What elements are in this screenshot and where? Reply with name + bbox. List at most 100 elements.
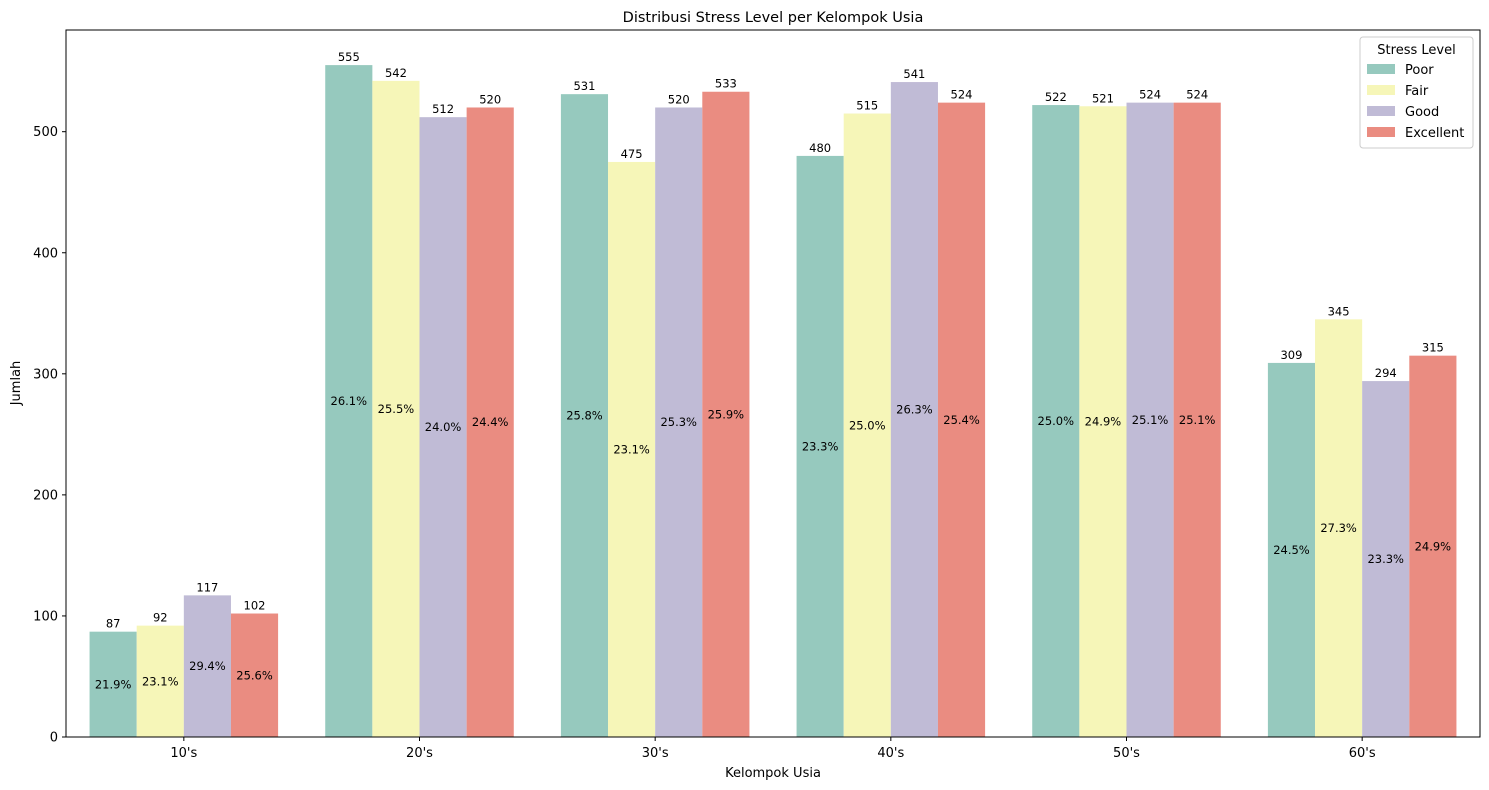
bar-good bbox=[419, 117, 467, 738]
bar-value-label: 521 bbox=[1092, 91, 1114, 105]
bar-percent-label: 25.3% bbox=[660, 415, 697, 429]
bar-poor bbox=[560, 94, 609, 738]
bar-poor bbox=[89, 631, 137, 737]
bar-percent-label: 24.9% bbox=[1085, 415, 1122, 429]
y-tick-label: 400 bbox=[33, 246, 58, 261]
bar-poor bbox=[796, 155, 844, 737]
bar-value-label: 541 bbox=[903, 67, 925, 81]
bar-percent-label: 25.1% bbox=[1179, 413, 1216, 427]
bar-value-label: 531 bbox=[573, 79, 595, 93]
chart-title: Distribusi Stress Level per Kelompok Usi… bbox=[623, 10, 924, 26]
bar-percent-label: 21.9% bbox=[95, 677, 132, 691]
bar-good bbox=[890, 82, 938, 737]
bar-percent-label: 25.1% bbox=[1132, 413, 1169, 427]
bar-value-label: 475 bbox=[621, 147, 643, 161]
bar-value-label: 520 bbox=[668, 92, 690, 106]
bar-value-label: 315 bbox=[1422, 341, 1444, 355]
x-tick-label: 60's bbox=[1349, 746, 1376, 761]
bar-percent-label: 25.8% bbox=[566, 409, 603, 423]
bar-value-label: 117 bbox=[196, 580, 218, 594]
bar-good bbox=[1126, 102, 1174, 738]
legend-swatch-good bbox=[1367, 106, 1395, 116]
x-tick-label: 50's bbox=[1113, 746, 1140, 761]
bar-value-label: 542 bbox=[385, 66, 407, 80]
bar-value-label: 345 bbox=[1328, 304, 1350, 318]
bar-good bbox=[655, 107, 703, 738]
bar-value-label: 524 bbox=[1186, 88, 1208, 102]
x-tick-label: 40's bbox=[877, 746, 904, 761]
bar-value-label: 520 bbox=[479, 92, 501, 106]
bar-fair bbox=[136, 625, 184, 737]
bar-excellent bbox=[1409, 355, 1457, 737]
bar-value-label: 87 bbox=[106, 617, 121, 631]
legend-swatch-poor bbox=[1367, 64, 1395, 74]
bar-value-label: 480 bbox=[809, 141, 831, 155]
bar-percent-label: 25.4% bbox=[943, 413, 980, 427]
bar-excellent bbox=[1173, 102, 1221, 738]
bars-layer: 87 21.9% 555 26.1% 531 25.8% 480 23.3% 522 25.0% 3… bbox=[89, 50, 1457, 738]
legend: Stress Level Poor Fair Good Excellent bbox=[1359, 36, 1474, 149]
bar-fair bbox=[372, 80, 420, 738]
legend-label-poor: Poor bbox=[1405, 63, 1434, 78]
bar-percent-label: 23.1% bbox=[142, 674, 179, 688]
bar-percent-label: 24.5% bbox=[1273, 543, 1310, 557]
bar-value-label: 524 bbox=[1139, 88, 1161, 102]
bar-percent-label: 25.0% bbox=[849, 418, 886, 432]
x-tick-label: 20's bbox=[406, 746, 433, 761]
bar-percent-label: 25.0% bbox=[1038, 414, 1075, 428]
bar-poor bbox=[1267, 362, 1316, 737]
bar-percent-label: 27.3% bbox=[1320, 521, 1357, 535]
x-tick-label: 10's bbox=[170, 746, 197, 761]
bar-value-label: 102 bbox=[244, 599, 266, 613]
axes-layer: 0 100 200 300 400 500 10's 20's 30's 40's 50's 60's bbox=[33, 29, 1481, 761]
bar-value-label: 524 bbox=[951, 88, 973, 102]
bar-value-label: 533 bbox=[715, 77, 737, 91]
bar-value-label: 555 bbox=[338, 50, 360, 64]
x-tick-label: 30's bbox=[642, 746, 669, 761]
legend-swatch-excellent bbox=[1367, 127, 1395, 137]
bar-percent-label: 23.3% bbox=[802, 439, 839, 453]
y-tick-label: 0 bbox=[50, 731, 58, 746]
bar-fair bbox=[1079, 106, 1127, 737]
bar-excellent bbox=[702, 91, 750, 737]
bar-percent-label: 24.9% bbox=[1415, 539, 1452, 553]
bar-percent-label: 26.3% bbox=[896, 403, 933, 417]
bar-poor bbox=[1032, 105, 1080, 737]
bar-percent-label: 25.5% bbox=[378, 402, 415, 416]
y-axis-label: Jumlah bbox=[9, 361, 24, 407]
bar-fair bbox=[843, 113, 891, 737]
x-axis-label: Kelompok Usia bbox=[725, 766, 821, 781]
bar-value-label: 309 bbox=[1280, 348, 1302, 362]
bar-percent-label: 23.3% bbox=[1367, 552, 1404, 566]
y-tick-label: 100 bbox=[33, 609, 58, 624]
y-tick-label: 300 bbox=[33, 367, 58, 382]
bar-percent-label: 24.0% bbox=[425, 420, 462, 434]
bar-value-label: 512 bbox=[432, 102, 454, 116]
bar-poor bbox=[325, 65, 373, 737]
legend-label-excellent: Excellent bbox=[1405, 126, 1464, 141]
bar-good bbox=[183, 595, 231, 737]
bar-value-label: 515 bbox=[856, 99, 878, 113]
bar-percent-label: 25.6% bbox=[236, 668, 273, 682]
bar-value-label: 294 bbox=[1375, 366, 1397, 380]
bar-fair bbox=[608, 161, 656, 737]
bar-percent-label: 25.9% bbox=[708, 407, 745, 421]
bar-excellent bbox=[466, 107, 514, 738]
bar-percent-label: 29.4% bbox=[189, 659, 226, 673]
bar-percent-label: 23.1% bbox=[613, 442, 650, 456]
bar-good bbox=[1362, 381, 1410, 737]
y-tick-label: 200 bbox=[33, 488, 58, 503]
bar-percent-label: 24.4% bbox=[472, 415, 509, 429]
bar-fair bbox=[1315, 319, 1363, 737]
bar-excellent bbox=[230, 613, 279, 737]
legend-swatch-fair bbox=[1367, 85, 1395, 95]
bar-percent-label: 26.1% bbox=[331, 394, 368, 408]
bar-excellent bbox=[937, 102, 986, 738]
bar-value-label: 92 bbox=[153, 611, 168, 625]
y-tick-label: 500 bbox=[33, 125, 58, 140]
bar-value-label: 522 bbox=[1045, 90, 1067, 104]
plot-frame bbox=[65, 29, 1481, 738]
legend-label-fair: Fair bbox=[1405, 84, 1429, 99]
legend-title: Stress Level bbox=[1377, 43, 1455, 58]
